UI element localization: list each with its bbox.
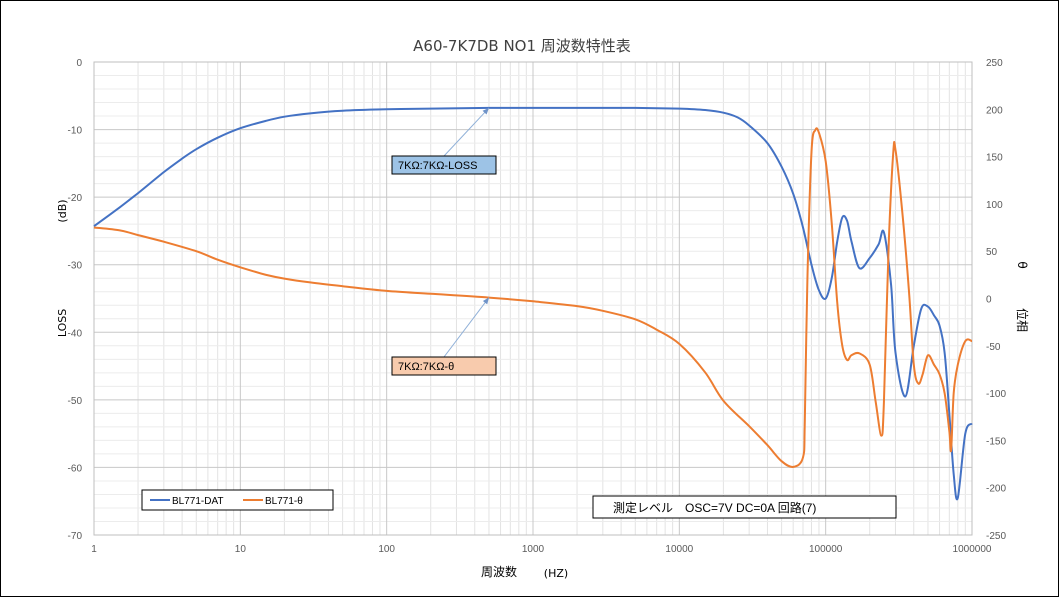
annotation-arrow-line	[443, 107, 490, 157]
x-tick-label: 10000	[665, 544, 693, 555]
series-line-dat	[93, 106, 973, 501]
x-tick-label: 1000	[522, 544, 545, 555]
annotations: 7KΩ:7KΩ-LOSS 7KΩ:7KΩ-θ	[391, 107, 497, 376]
axes: 1 10 100 1000 10000 100000 10000000-10-20-30-4…	[68, 58, 1007, 555]
plot-area-border	[93, 61, 973, 536]
y2-tick-label: 50	[986, 247, 998, 258]
legend-label-theta: BL771-θ	[265, 496, 303, 507]
y2-axis-label: θ	[1015, 261, 1029, 268]
annotation-arrow-line	[443, 297, 490, 358]
y-tick-label: -70	[68, 531, 83, 542]
measurement-note-box: 測定レベル OSC=7V DC=0A 回路(7)	[592, 495, 897, 519]
y2-tick-label: 250	[986, 58, 1003, 69]
y2-tick-label: 200	[986, 105, 1003, 116]
x-tick-label: 100	[378, 544, 395, 555]
x-tick-label: 10	[235, 544, 247, 555]
series-lines	[93, 106, 973, 501]
annotation-callout: 7KΩ:7KΩ-LOSS	[391, 107, 497, 175]
legend-label-dat: BL771-DAT	[172, 496, 224, 507]
y2-tick-label: -50	[986, 342, 1001, 353]
annotation-label: 7KΩ:7KΩ-θ	[398, 361, 454, 373]
y2-tick-label: 100	[986, 200, 1003, 211]
y2-tick-label: -250	[986, 531, 1006, 542]
legend: BL771-DAT BL771-θ	[141, 489, 334, 511]
y-tick-label: -50	[68, 396, 83, 407]
annotation-label: 7KΩ:7KΩ-LOSS	[398, 160, 477, 172]
y2-tick-label: -200	[986, 484, 1006, 495]
x-axis-unit: (HZ)	[544, 567, 568, 580]
series-line-theta	[93, 127, 973, 468]
x-tick-label: 100000	[809, 544, 843, 555]
y-axis-unit: (dB)	[56, 199, 69, 222]
y2-tick-label: 0	[986, 295, 992, 306]
y2-tick-label: 150	[986, 153, 1003, 164]
annotation-callout: 7KΩ:7KΩ-θ	[391, 297, 497, 376]
x-tick-label: 1	[91, 544, 97, 555]
y2-tick-label: -150	[986, 436, 1006, 447]
y-tick-label: -10	[68, 126, 83, 137]
annotation-box	[391, 155, 497, 175]
y-tick-label: -30	[68, 261, 83, 272]
annotation-box	[391, 356, 497, 376]
annotation-arrow-head	[482, 107, 489, 115]
x-tick-label: 1000000	[953, 544, 992, 555]
annotation-arrow-head	[482, 297, 489, 305]
chart-title: A60-7K7DB NO1 周波数特性表	[413, 37, 631, 55]
measurement-note-text: 測定レベル OSC=7V DC=0A 回路(7)	[613, 500, 816, 515]
y-tick-label: -40	[68, 328, 83, 339]
y-tick-label: -20	[68, 193, 83, 204]
y-tick-label: 0	[76, 58, 82, 69]
y2-tick-label: -100	[986, 389, 1006, 400]
y-tick-label: -60	[68, 463, 83, 474]
y2-axis-unit: 位相	[1015, 308, 1030, 332]
x-axis-label: 周波数	[481, 564, 517, 579]
y-axis-label: LOSS	[56, 309, 69, 337]
